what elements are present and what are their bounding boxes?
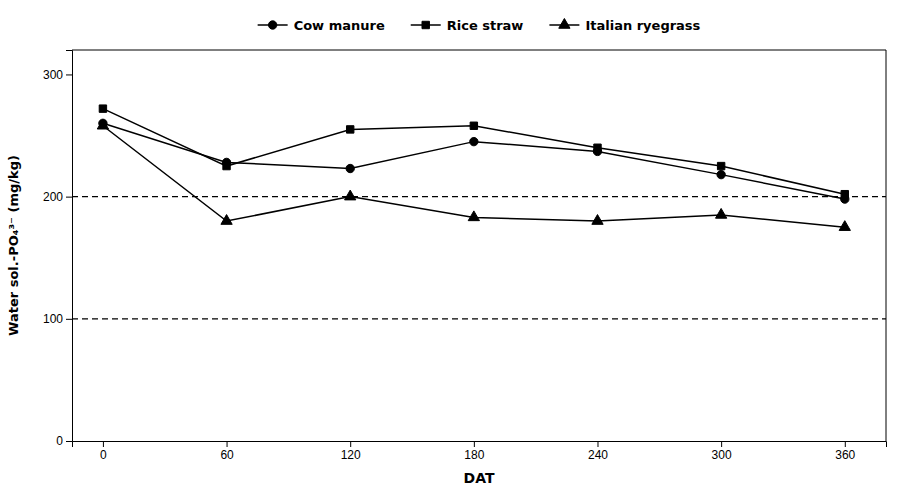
tick-mark — [66, 197, 72, 198]
tick-mark — [103, 441, 104, 447]
legend: Cow manure Rice straw Italian ryegrass — [258, 18, 701, 33]
tick: 120 — [341, 441, 361, 462]
tick-label: 300 — [43, 68, 63, 82]
point — [468, 211, 479, 221]
tick-mark — [66, 441, 72, 442]
legend-label: Italian ryegrass — [585, 18, 700, 33]
plot: 0 60 120 180 240 300 360 0 100 200 300 — [43, 50, 887, 462]
series-line — [103, 126, 845, 227]
point — [346, 126, 353, 133]
axis-line — [73, 442, 887, 448]
point — [346, 164, 354, 172]
marks — [72, 105, 886, 319]
tick: 0 — [100, 441, 107, 462]
reference-line — [72, 318, 886, 319]
legend-item: Rice straw — [411, 18, 524, 33]
tick: 100 — [43, 312, 72, 326]
tick-label: 0 — [100, 448, 107, 462]
tick: 300 — [43, 68, 72, 82]
tick: 0 — [56, 434, 72, 448]
point — [716, 208, 727, 218]
tick-mark — [845, 441, 846, 447]
tick-mark — [474, 441, 475, 447]
series-line — [103, 109, 845, 195]
point — [221, 215, 232, 225]
legend-marker — [422, 21, 429, 28]
point — [717, 162, 724, 169]
tick-label: 300 — [712, 448, 732, 462]
legend-label: Rice straw — [447, 18, 524, 33]
tick-mark — [350, 441, 351, 447]
tick-mark — [597, 441, 598, 447]
axis-line — [66, 51, 73, 442]
tick-label: 60 — [220, 448, 234, 462]
point — [223, 162, 230, 169]
tick-label: 120 — [341, 448, 361, 462]
tick: 300 — [712, 441, 732, 462]
legend-marker — [559, 18, 570, 28]
tick-label: 240 — [588, 448, 608, 462]
chart: 0 60 120 180 240 300 360 0 100 200 300 DAT Water sol… — [0, 0, 911, 493]
tick: 180 — [464, 441, 484, 462]
tick: 240 — [588, 441, 608, 462]
point — [717, 170, 725, 178]
frame — [72, 50, 886, 51]
point — [345, 190, 356, 200]
point — [470, 137, 478, 145]
series-line — [103, 123, 845, 199]
x-axis: 0 60 120 180 240 300 360 — [73, 441, 887, 462]
tick-mark — [66, 74, 72, 75]
tick-label: 200 — [43, 190, 63, 204]
y-axis: 0 100 200 300 — [43, 51, 73, 449]
tick-label: 180 — [464, 448, 484, 462]
tick-mark — [66, 319, 72, 320]
point — [839, 221, 850, 231]
legend-label: Cow manure — [294, 18, 385, 33]
legend-item: Italian ryegrass — [549, 18, 700, 33]
frame — [886, 50, 887, 441]
point — [97, 119, 108, 129]
y-axis-title: Water sol.-PO₄³⁻ (mg/kg) — [6, 155, 21, 336]
point — [99, 105, 106, 112]
legend-item: Cow manure — [258, 18, 385, 33]
point — [841, 190, 848, 197]
tick-label: 100 — [43, 312, 63, 326]
point — [594, 144, 601, 151]
tick-mark — [721, 441, 722, 447]
x-axis-title: DAT — [464, 470, 495, 486]
tick-mark — [227, 441, 228, 447]
tick: 60 — [220, 441, 234, 462]
tick-label: 0 — [56, 434, 63, 448]
legend-marker — [268, 21, 276, 29]
point — [470, 122, 477, 129]
tick-label: 360 — [835, 448, 855, 462]
point — [592, 215, 603, 225]
tick: 200 — [43, 190, 72, 204]
tick: 360 — [835, 441, 855, 462]
